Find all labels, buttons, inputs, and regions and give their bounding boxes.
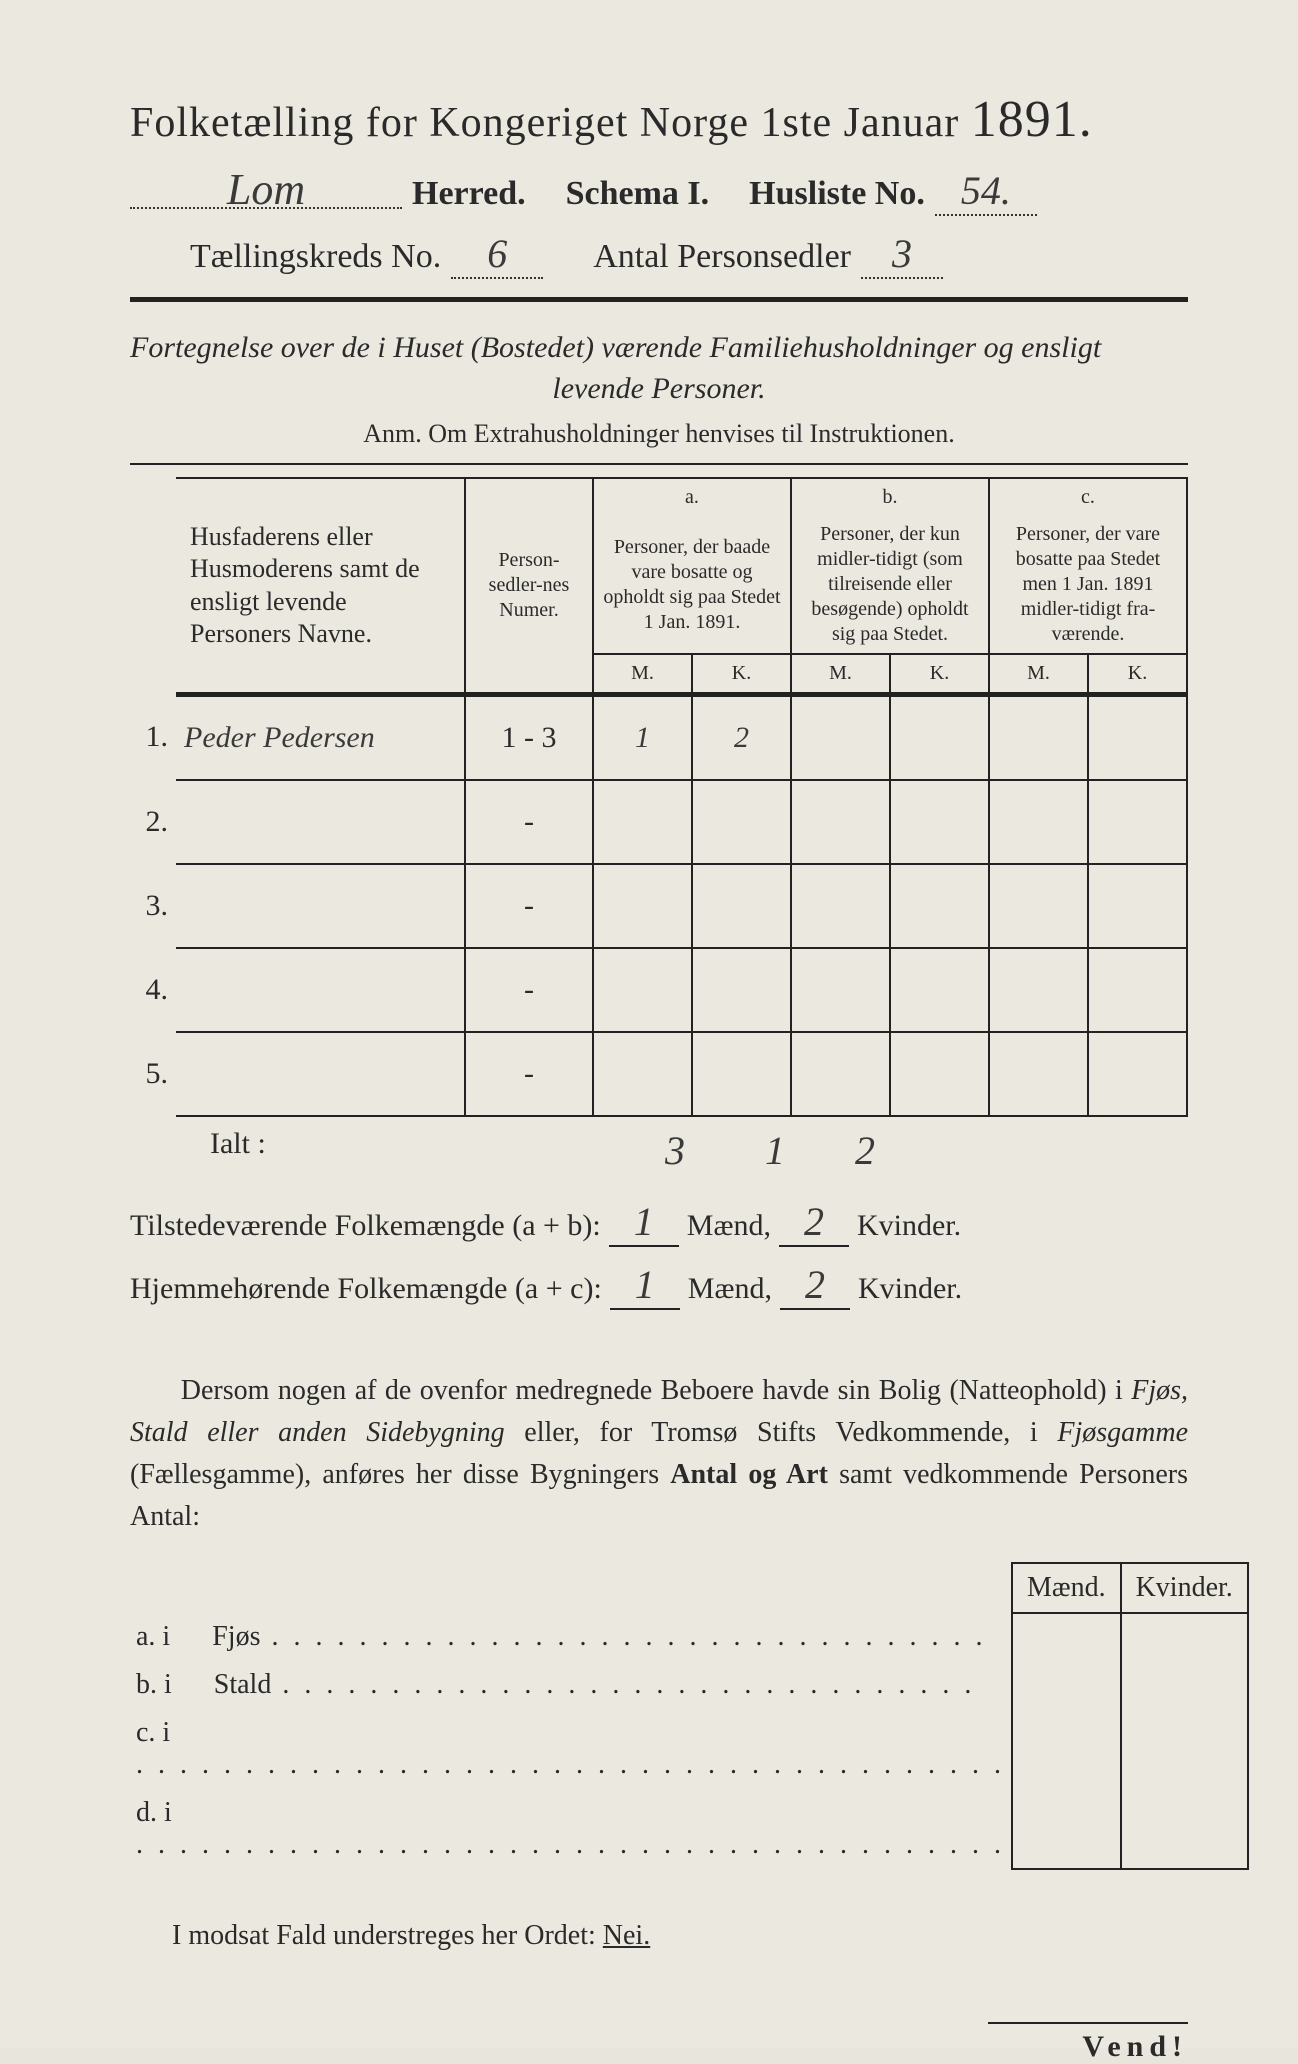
bldg-key: c. i <box>136 1717 170 1748</box>
intro-text: Fortegnelse over de i Huset (Bostedet) v… <box>130 328 1188 409</box>
schema-label: Schema I. <box>566 175 710 213</box>
bldg-kvinder: Kvinder. <box>1121 1563 1248 1613</box>
kreds-value: 6 <box>451 230 543 279</box>
home-M: 1 <box>610 1261 680 1310</box>
row-name <box>176 780 465 864</box>
col-a-head: a. <box>593 478 791 516</box>
nei-word: Nei. <box>603 1920 650 1951</box>
a-K: K. <box>692 654 791 695</box>
bldg-row: d. i . . . . . . . . . . . . . . . . . .… <box>130 1789 1248 1869</box>
row-aM: 1 <box>593 695 692 781</box>
row-num: 5. <box>130 1032 176 1116</box>
row-pers: 1 - 3 <box>465 695 593 781</box>
row-name <box>176 864 465 948</box>
row-num: 3. <box>130 864 176 948</box>
bldg-maend: Mænd. <box>1012 1563 1121 1613</box>
table-row: 3. - <box>130 864 1187 948</box>
home-K: 2 <box>780 1261 850 1310</box>
ialt-label: Ialt : <box>130 1127 390 1174</box>
kreds-line: Tællingskreds No. 6 Antal Personsedler 3 <box>130 230 1188 279</box>
table-row: 4. - <box>130 948 1187 1032</box>
present-label: Tilstedeværende Folkemængde (a + b): <box>130 1209 601 1243</box>
bldg-key: d. i <box>136 1797 172 1828</box>
c-M: M. <box>989 654 1088 695</box>
census-table: Husfaderens eller Husmoderens samt de en… <box>130 477 1188 1117</box>
b-K: K. <box>890 654 989 695</box>
bldg-row: b. i Stald . . . . . . . . . . . . . . .… <box>130 1661 1248 1709</box>
husliste-label: Husliste No. <box>749 175 925 213</box>
col-c-text: Personer, der vare bosatte paa Stedet me… <box>989 516 1187 654</box>
maend-label: Mænd, <box>687 1209 771 1243</box>
ialt-aK: 2 <box>820 1127 910 1174</box>
present-M: 1 <box>609 1198 679 1247</box>
row-name: Peder Pedersen <box>176 695 465 781</box>
kvinder-label-2: Kvinder. <box>858 1272 962 1306</box>
col-a-text: Personer, der baade vare bosatte og opho… <box>593 516 791 654</box>
col-b-text: Personer, der kun midler-tidigt (som til… <box>791 516 989 654</box>
census-form-page: Folketælling for Kongeriget Norge 1ste J… <box>0 0 1298 2048</box>
home-label: Hjemmehørende Folkemængde (a + c): <box>130 1272 602 1306</box>
maend-label-2: Mænd, <box>688 1272 772 1306</box>
rule-1 <box>130 297 1188 302</box>
vend-label: Vend! <box>988 2022 1188 2064</box>
ialt-pers: 3 <box>620 1127 730 1174</box>
intro-line2: levende Personer. <box>130 369 1188 410</box>
row-name <box>176 1032 465 1116</box>
present-K: 2 <box>779 1198 849 1247</box>
husliste-value: 54. <box>935 167 1037 216</box>
anm-text: Anm. Om Extrahusholdninger henvises til … <box>130 419 1188 449</box>
bldg-row: c. i . . . . . . . . . . . . . . . . . .… <box>130 1709 1248 1789</box>
row-pers: - <box>465 948 593 1032</box>
herred-line: Lom Herred. Schema I. Husliste No. 54. <box>130 167 1188 216</box>
col-name: Husfaderens eller Husmoderens samt de en… <box>176 478 465 695</box>
row-cM <box>989 695 1088 781</box>
b-M: M. <box>791 654 890 695</box>
nei-line: I modsat Fald understreges her Ordet: Ne… <box>130 1920 1188 1952</box>
col-b-head: b. <box>791 478 989 516</box>
present-row: Tilstedeværende Folkemængde (a + b): 1 M… <box>130 1198 1188 1247</box>
row-aK: 2 <box>692 695 791 781</box>
row-bK <box>890 695 989 781</box>
row-bM <box>791 695 890 781</box>
row-num: 4. <box>130 948 176 1032</box>
row-num: 2. <box>130 780 176 864</box>
building-paragraph: Dersom nogen af de ovenfor medregnede Be… <box>130 1370 1188 1538</box>
row-pers: - <box>465 1032 593 1116</box>
row-pers: - <box>465 864 593 948</box>
rule-2 <box>130 463 1188 465</box>
main-title: Folketælling for Kongeriget Norge 1ste J… <box>130 90 1188 149</box>
row-cK <box>1088 695 1187 781</box>
bldg-row: a. i Fjøs . . . . . . . . . . . . . . . … <box>130 1613 1248 1661</box>
col-pers: Person-sedler-nes Numer. <box>465 478 593 695</box>
antal-label: Antal Personsedler <box>593 238 851 276</box>
ialt-row: Ialt : 3 1 2 <box>130 1127 1188 1174</box>
home-row: Hjemmehørende Folkemængde (a + c): 1 Mæn… <box>130 1261 1188 1310</box>
totals-block: Tilstedeværende Folkemængde (a + b): 1 M… <box>130 1198 1188 1310</box>
herred-label: Herred. <box>412 175 526 213</box>
herred-value: Lom <box>130 172 402 209</box>
ialt-aM: 1 <box>730 1127 820 1174</box>
bldg-label: Stald <box>214 1669 272 1700</box>
bldg-key: b. i <box>136 1669 172 1700</box>
nei-pre: I modsat Fald understreges her Ordet: <box>172 1920 596 1951</box>
table-row: 2. - <box>130 780 1187 864</box>
building-table: Mænd. Kvinder. a. i Fjøs . . . . . . . .… <box>130 1562 1249 1870</box>
title-text: Folketælling for Kongeriget Norge 1ste J… <box>130 100 959 146</box>
row-name <box>176 948 465 1032</box>
a-M: M. <box>593 654 692 695</box>
title-year: 1891. <box>971 91 1093 148</box>
table-row: 1. Peder Pedersen 1 - 3 1 2 <box>130 695 1187 781</box>
c-K: K. <box>1088 654 1187 695</box>
kvinder-label: Kvinder. <box>857 1209 961 1243</box>
bldg-key: a. i <box>136 1621 170 1652</box>
row-num: 1. <box>130 695 176 781</box>
bldg-label: Fjøs <box>212 1621 260 1652</box>
col-c-head: c. <box>989 478 1187 516</box>
kreds-label: Tællingskreds No. <box>190 238 441 276</box>
intro-line1: Fortegnelse over de i Huset (Bostedet) v… <box>130 331 1101 364</box>
row-pers: - <box>465 780 593 864</box>
table-row: 5. - <box>130 1032 1187 1116</box>
antal-value: 3 <box>861 230 943 279</box>
